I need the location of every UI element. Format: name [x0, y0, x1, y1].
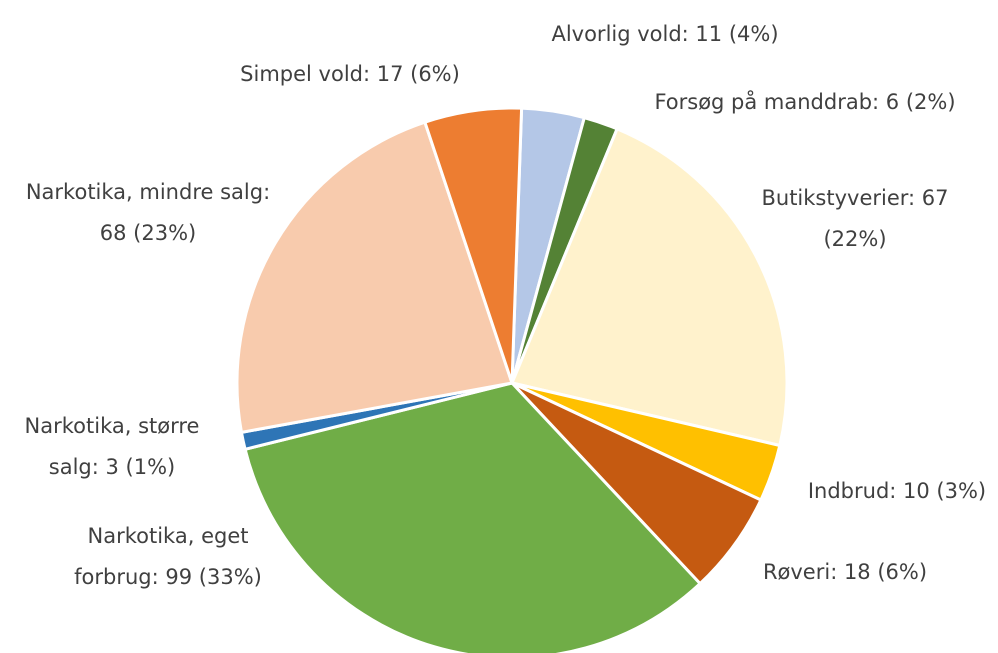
- pie-slice: [422, 106, 524, 384]
- pie-slice: [235, 120, 514, 435]
- pie-slice: [243, 381, 703, 653]
- slice-label: Narkotika, eget: [88, 524, 249, 548]
- slice-label: 68 (23%): [100, 221, 196, 245]
- slice-label: Narkotika, større: [25, 414, 200, 438]
- slice-label: Simpel vold: 17 (6%): [240, 62, 460, 86]
- slice-label: Narkotika, mindre salg:: [26, 180, 270, 204]
- slice-label: (22%): [823, 227, 886, 251]
- slice-label: forbrug: 99 (33%): [74, 565, 262, 589]
- slice-label: Forsøg på manddrab: 6 (2%): [654, 89, 955, 114]
- slice-label: Røveri: 18 (6%): [763, 560, 927, 584]
- pie-slice: [509, 126, 789, 448]
- slice-label: Indbrud: 10 (3%): [808, 479, 986, 503]
- slice-label: Butikstyverier: 67: [761, 186, 948, 210]
- slice-label: salg: 3 (1%): [49, 455, 175, 479]
- slice-label: Alvorlig vold: 11 (4%): [551, 22, 778, 46]
